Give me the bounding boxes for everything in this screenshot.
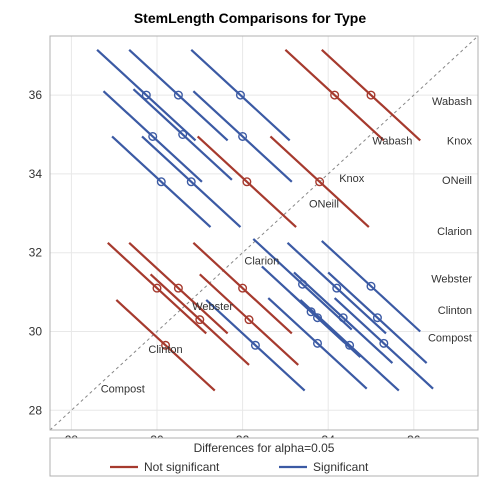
chart-container: { "title": { "text": "StemLength Compari… <box>0 0 500 500</box>
legend-title: Differences for alpha=0.05 <box>194 441 335 455</box>
category-x-label: Wabash <box>372 135 412 147</box>
category-x-label: ONeill <box>309 198 339 210</box>
category-y-label: Webster <box>431 273 472 285</box>
category-x-label: Knox <box>339 173 365 185</box>
category-x-label: Clarion <box>244 256 279 268</box>
category-y-label: Clinton <box>438 305 472 317</box>
category-x-label: Webster <box>192 301 233 313</box>
category-y-label: Wabash <box>432 96 472 108</box>
category-y-label: ONeill <box>442 175 472 187</box>
chart-title: StemLength Comparisons for Type <box>0 10 500 26</box>
legend-label: Significant <box>313 460 369 474</box>
y-tick-label: 28 <box>29 403 43 417</box>
legend-label: Not significant <box>144 460 220 474</box>
category-x-label: Clinton <box>148 344 182 356</box>
category-y-label: Compost <box>428 332 472 344</box>
chart-svg: 28283030323234343636CompostClintonWebste… <box>0 0 500 500</box>
category-y-label: Knox <box>447 135 473 147</box>
y-tick-label: 30 <box>29 325 43 339</box>
y-tick-label: 34 <box>29 167 43 181</box>
y-tick-label: 32 <box>29 246 43 260</box>
category-x-label: Compost <box>101 384 145 396</box>
category-y-label: Clarion <box>437 226 472 238</box>
y-tick-label: 36 <box>29 88 43 102</box>
